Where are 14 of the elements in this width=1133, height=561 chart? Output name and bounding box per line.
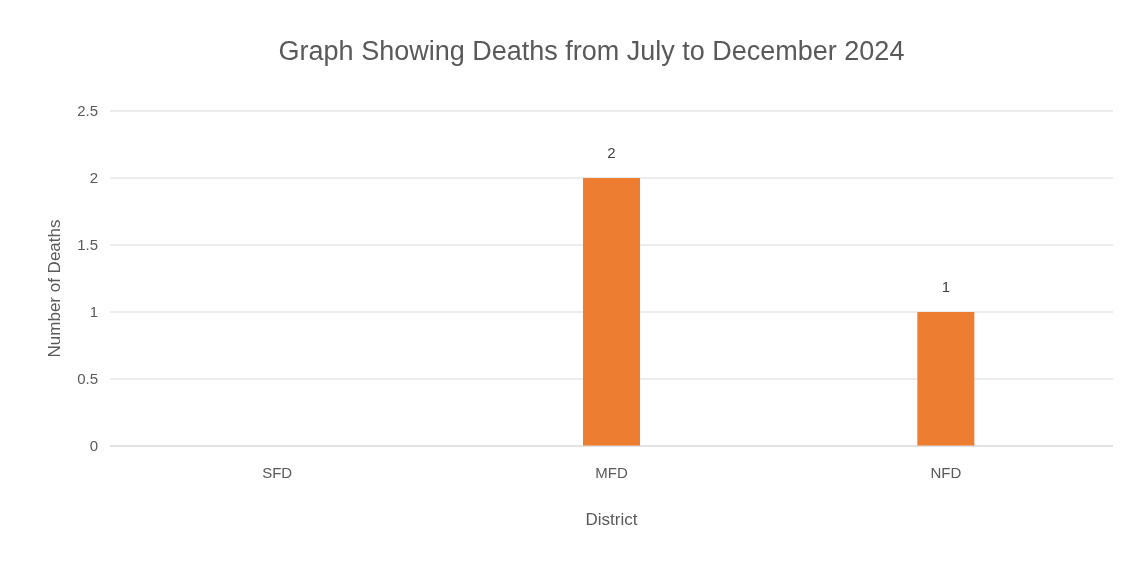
x-tick-label: SFD (262, 464, 293, 481)
y-tick-label: 1.5 (77, 236, 98, 254)
data-label: 2 (607, 144, 616, 161)
y-axis-title: Number of Deaths (45, 219, 64, 358)
y-tick-label: 2.5 (77, 102, 98, 120)
y-tick-label: 0 (89, 437, 98, 455)
y-tick-label: 1 (89, 303, 98, 321)
y-tick-label: 2 (89, 169, 98, 187)
x-axis-title: District (585, 510, 638, 529)
y-tick-label: 0.5 (77, 370, 98, 388)
x-tick-label: NFD (930, 464, 962, 481)
chart-title: Graph Showing Deaths from July to December 2024 (278, 36, 905, 66)
x-tick-label: MFD (595, 464, 628, 481)
data-label: 1 (941, 278, 951, 295)
